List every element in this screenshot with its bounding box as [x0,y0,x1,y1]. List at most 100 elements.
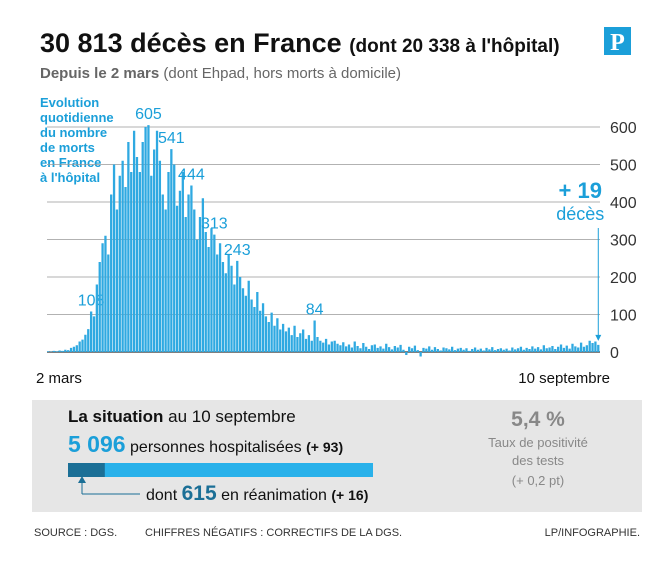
bar [459,347,462,352]
subtitle-rest: (dont Ehpad, hors morts à domicile) [163,65,401,82]
bar [115,209,119,352]
bar [170,149,173,352]
bar [373,344,376,352]
bar [72,346,76,352]
bar [571,343,574,352]
bar [594,341,597,352]
bar [505,348,508,352]
bar [436,349,439,352]
bar [319,340,322,352]
bar [250,299,253,352]
bar [61,350,64,352]
bar [132,130,136,352]
bar [147,125,150,352]
bar [359,348,362,352]
bar [227,254,230,352]
bar [138,172,141,352]
value-label: 84 [306,302,324,319]
situation-panel [32,400,642,512]
bar [181,172,184,352]
bar [204,232,207,352]
bar [256,292,259,352]
bar [58,350,61,352]
bar [430,349,434,352]
bar [370,345,374,352]
bar [385,343,388,352]
icu-bar [68,463,105,477]
bar [379,346,382,352]
side-label: du nombre [40,125,107,140]
bar [376,347,379,352]
bar [224,273,227,352]
bar [236,260,239,352]
bar [327,344,331,352]
bar [451,346,454,352]
bar [531,346,534,352]
positivity-label: des tests [512,453,565,468]
bar [81,339,84,352]
bar [158,160,162,352]
bar [356,346,359,352]
bar [462,349,465,352]
bar [416,350,419,352]
bar [218,243,222,352]
bar [387,347,391,352]
bar [408,346,411,352]
bar [290,335,293,352]
bar [287,327,290,352]
positivity-change: (+ 0,2 pt) [512,473,564,488]
bar [161,194,164,352]
bar [276,318,279,352]
logo: P [610,30,625,56]
bar [230,265,233,352]
bar [433,347,437,352]
bar [184,217,187,352]
bar [141,142,144,352]
side-label: à l'hôpital [40,170,100,185]
bar [344,346,348,352]
bar [135,157,139,352]
icu-value: 615 [182,482,217,505]
title: 30 813 décès en France (dont 20 338 à l'… [40,28,560,58]
bar [548,347,551,352]
bar [508,350,511,352]
bar [207,247,210,352]
value-label: 313 [201,216,228,233]
bar [456,348,460,352]
bar [588,340,591,352]
bar [324,338,328,352]
bar [393,346,396,352]
title-note: (dont 20 338 à l'hôpital) [349,36,559,57]
x-axis-label: 2 mars [36,370,82,387]
hospitalized-change: (+ 93) [306,439,343,455]
bar [84,334,87,352]
bar [127,142,130,352]
bar [310,340,313,352]
bar [542,345,545,352]
bar [155,130,159,352]
bar [118,175,121,352]
bar [198,217,202,352]
bar [422,347,425,352]
hospitalized-line: 5 096 personnes hospitalisées (+ 93) [68,431,343,457]
bar [468,350,471,352]
situation-title-rest: au 10 septembre [168,407,296,426]
bar [216,254,219,352]
bar [333,340,336,352]
situation-title-bold: La situation [68,407,163,426]
bar [493,350,497,352]
bar [597,344,600,352]
bar [362,343,365,352]
bar [382,348,385,352]
y-tick-label: 500 [610,158,637,175]
bar [365,346,368,352]
bar [98,262,101,352]
hospitalized-value: 5 096 [68,431,126,457]
bar [347,344,351,352]
bar [479,348,482,352]
bar [488,349,491,352]
bar [413,345,417,352]
title-main: 30 813 décès en France [40,28,342,58]
y-tick-label: 0 [610,345,619,362]
